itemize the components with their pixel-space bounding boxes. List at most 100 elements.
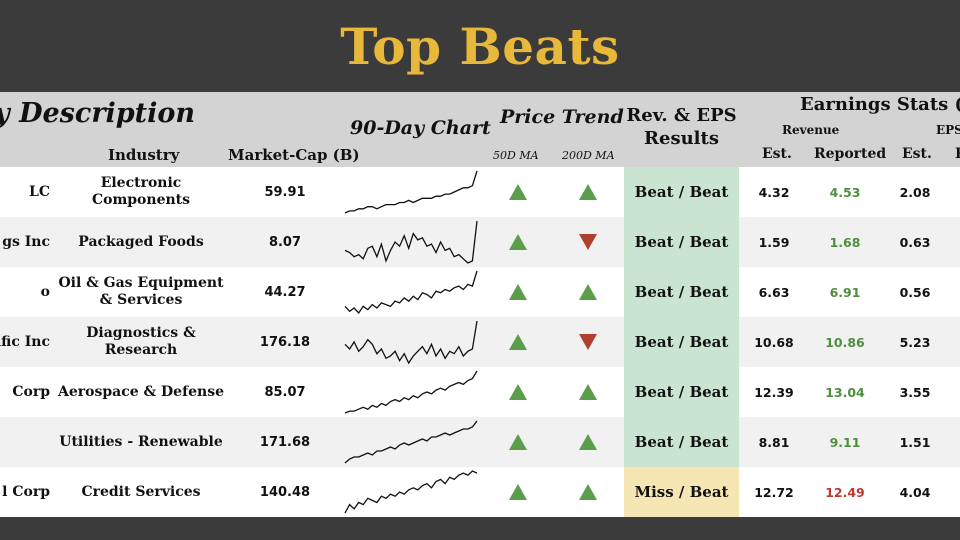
trend-triangle [579, 434, 597, 450]
trend-triangle [509, 484, 527, 500]
trend-200d [570, 417, 606, 467]
trend-triangle [509, 434, 527, 450]
company-name: Corp [12, 384, 50, 400]
chart-cell [343, 367, 483, 417]
company-name: gs Inc [2, 234, 50, 250]
revenue-est: 6.63 [758, 284, 790, 300]
trend-triangle [509, 234, 527, 250]
trend-down-icon [579, 334, 597, 350]
revenue-est: 1.59 [758, 234, 790, 250]
trend-triangle [509, 384, 527, 400]
chart-cell [343, 167, 483, 217]
market-cap: 171.68 [259, 434, 311, 450]
trend-triangle [509, 284, 527, 300]
revenue-est: 12.72 [754, 484, 794, 500]
trend-down-icon [579, 234, 597, 250]
revenue-est: 4.32 [758, 184, 790, 200]
trend-up-icon [579, 284, 597, 300]
industry: Utilities - Renewable [59, 433, 223, 450]
company-name: ific Inc [0, 334, 50, 350]
revenue-reported: 13.04 [825, 384, 865, 400]
revenue-est: 10.68 [754, 334, 794, 350]
trend-200d [570, 467, 606, 517]
header-revenue-reported: Reported [814, 146, 887, 162]
table-row: Utilities - Renewable 171.68 Beat / Beat 8.… [0, 417, 960, 467]
market-cap: 44.27 [264, 284, 306, 300]
eps-est: 4.04 [899, 484, 931, 500]
eps-est: 0.63 [899, 234, 931, 250]
trend-up-icon [579, 434, 597, 450]
trend-triangle [579, 334, 597, 350]
eps-est: 3.55 [899, 384, 931, 400]
trend-50d [500, 467, 536, 517]
trend-triangle [509, 184, 527, 200]
sparkline-line [344, 420, 478, 464]
trend-up-icon [509, 184, 527, 200]
result-badge: Beat / Beat [624, 317, 739, 367]
chart-cell [343, 267, 483, 317]
chart-cell [343, 417, 483, 467]
revenue-reported: 4.53 [829, 184, 861, 200]
trend-up-icon [509, 484, 527, 500]
trend-200d [570, 317, 606, 367]
result-badge: Beat / Beat [624, 367, 739, 417]
revenue-reported: 1.68 [829, 234, 861, 250]
sparkline-chart [344, 420, 478, 464]
table-row: Corp Aerospace & Defense 85.07 Beat / Beat 1… [0, 367, 960, 417]
chart-cell [343, 467, 483, 517]
industry: Diagnostics & Research [86, 325, 196, 358]
market-cap: 85.07 [264, 384, 306, 400]
bottom-bar [0, 517, 960, 540]
header-results: Rev. & EPS Results [626, 105, 737, 149]
table-row: gs Inc Packaged Foods 8.07 Beat / Beat 1.59 1… [0, 217, 960, 267]
page-title: Top Beats [340, 16, 620, 76]
header-earnings-stats: Earnings Stats (B) [800, 94, 960, 115]
revenue-reported: 12.49 [825, 484, 865, 500]
eps-est: 0.56 [899, 284, 931, 300]
sparkline-line [344, 170, 478, 214]
table-row: l Corp Credit Services 140.48 Miss / Beat 12… [0, 467, 960, 517]
industry: Oil & Gas Equipment & Services [58, 275, 224, 308]
header-50d-ma: 50D MA [493, 149, 539, 162]
eps-est: 5.23 [899, 334, 931, 350]
header-industry: Industry [108, 146, 180, 164]
sparkline-line [344, 270, 478, 315]
trend-50d [500, 367, 536, 417]
table-row: ific Inc Diagnostics & Research 176.18 Beat… [0, 317, 960, 367]
trend-triangle [579, 284, 597, 300]
revenue-est: 8.81 [758, 434, 790, 450]
table-header: y Description Industry Market-Cap (B) 90… [0, 92, 960, 167]
eps-est: 1.51 [899, 434, 931, 450]
trend-triangle [579, 484, 597, 500]
trend-50d [500, 317, 536, 367]
revenue-reported: 6.91 [829, 284, 861, 300]
result-badge: Miss / Beat [624, 467, 739, 517]
header-chart: 90-Day Chart [350, 117, 491, 139]
company-name: LC [29, 184, 50, 200]
header-revenue: Revenue [782, 123, 840, 137]
earnings-table: y Description Industry Market-Cap (B) 90… [0, 92, 960, 517]
trend-200d [570, 267, 606, 317]
trend-up-icon [579, 484, 597, 500]
industry: Electronic Components [91, 175, 191, 208]
header-market-cap: Market-Cap (B) [228, 146, 360, 164]
trend-up-icon [509, 334, 527, 350]
sparkline-chart [344, 320, 478, 365]
sparkline-chart [344, 370, 478, 414]
chart-cell [343, 317, 483, 367]
revenue-est: 12.39 [754, 384, 794, 400]
header-eps: EPS [936, 123, 960, 137]
trend-up-icon [509, 284, 527, 300]
table-row: LC Electronic Components 59.91 Beat / Beat 4… [0, 167, 960, 217]
sparkline-chart [344, 270, 478, 315]
trend-50d [500, 267, 536, 317]
industry: Aerospace & Defense [58, 383, 224, 400]
header-eps-reported: R [955, 146, 960, 162]
header-eps-est: Est. [902, 146, 932, 162]
market-cap: 176.18 [259, 334, 311, 350]
industry: Credit Services [81, 483, 201, 500]
trend-up-icon [509, 234, 527, 250]
header-price-trend: Price Trend [500, 106, 624, 128]
trend-triangle [579, 384, 597, 400]
trend-up-icon [509, 434, 527, 450]
